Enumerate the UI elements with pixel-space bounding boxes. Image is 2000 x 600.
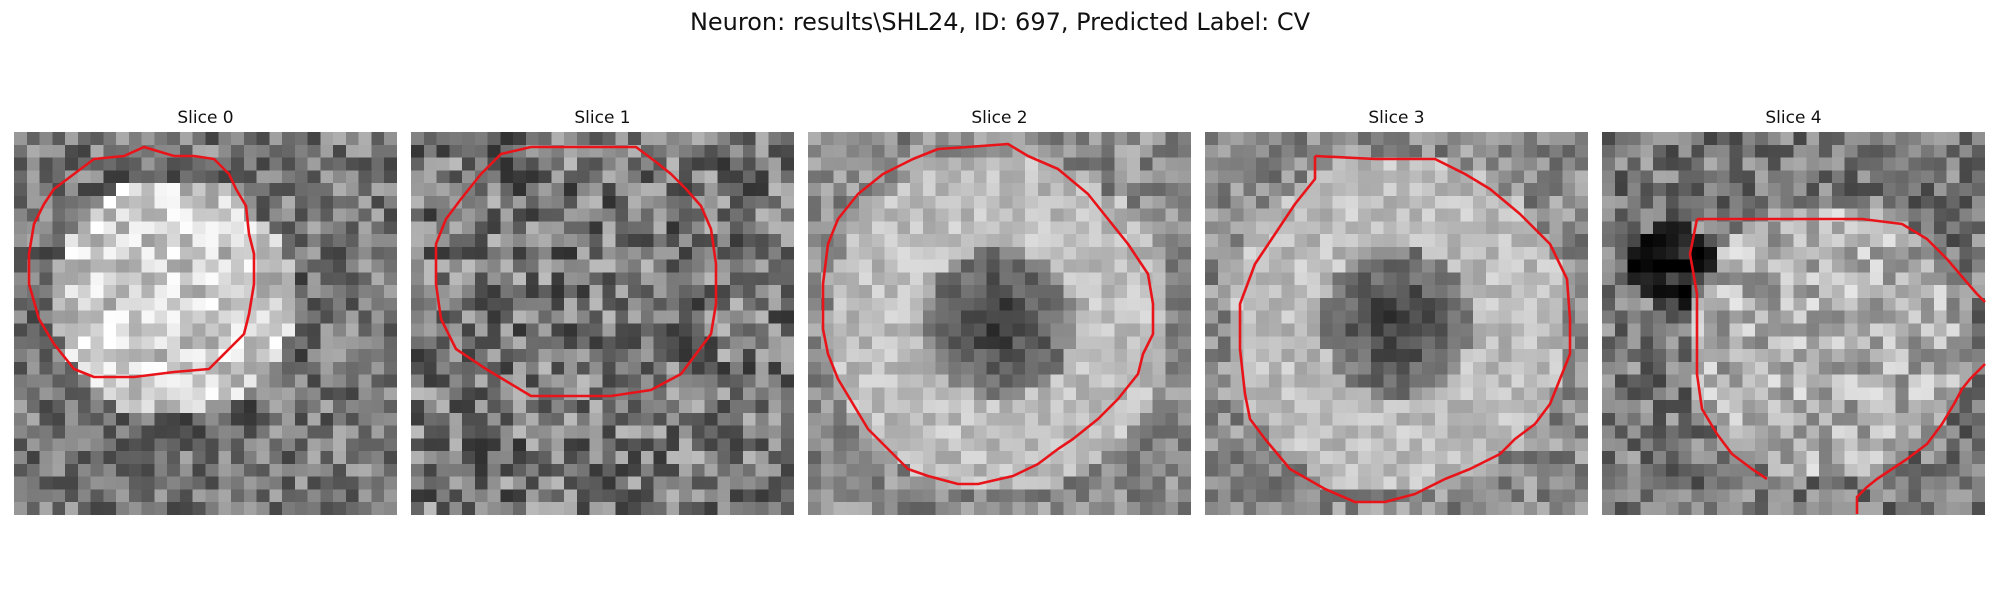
slice-image <box>14 132 397 515</box>
figure-title: Neuron: results\SHL24, ID: 697, Predicte… <box>689 8 1311 36</box>
slice-title: Slice 4 <box>1765 108 1822 128</box>
slice-title: Slice 0 <box>177 108 234 128</box>
slice-panel-3: Slice 3 <box>1205 104 1588 515</box>
slice-panel-0: Slice 0 <box>14 104 397 515</box>
slice-panel-4: Slice 4 <box>1602 104 1986 515</box>
slice-panel-2: Slice 2 <box>808 104 1191 515</box>
slice-title: Slice 2 <box>971 108 1028 128</box>
slice-image <box>411 132 794 515</box>
slice-image <box>808 132 1191 515</box>
slice-panel-1: Slice 1 <box>411 104 794 515</box>
slice-image <box>1205 132 1588 515</box>
slice-image <box>1602 132 1985 515</box>
slice-title: Slice 3 <box>1368 108 1425 128</box>
slice-title: Slice 1 <box>574 108 631 128</box>
